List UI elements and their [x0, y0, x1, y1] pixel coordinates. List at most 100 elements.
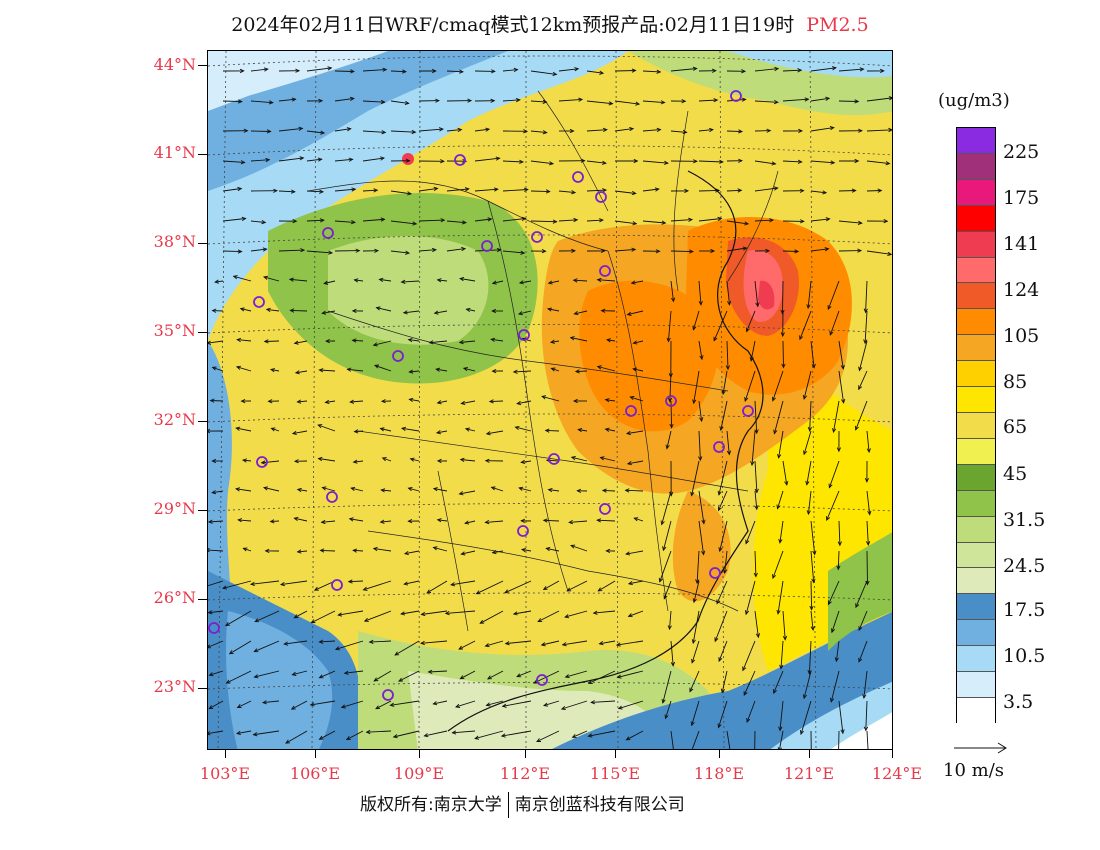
wind-arrowhead: [746, 717, 751, 723]
wind-arrowhead: [436, 278, 442, 283]
wind-arrow: [597, 279, 616, 282]
wind-arrowhead: [799, 730, 804, 736]
station-marker: [548, 453, 560, 465]
colorbar-label: 45: [1003, 463, 1028, 485]
wind-arrow: [719, 520, 728, 552]
wind-arrowhead: [781, 363, 786, 369]
wind-arrowhead: [318, 98, 324, 103]
wind-arrowhead: [771, 161, 777, 166]
wind-arrow: [437, 519, 448, 522]
wind-arrow: [319, 730, 336, 740]
wind-arrowhead: [419, 640, 425, 646]
wind-arrow: [485, 520, 504, 523]
wind-arrow: [295, 370, 308, 374]
wind-arrowhead: [718, 657, 723, 663]
wind-arrowhead: [310, 619, 316, 624]
wind-arrow: [810, 160, 835, 164]
lat-label-38: 38°N: [153, 232, 196, 251]
wind-arrowhead: [317, 456, 323, 462]
wind-arrowhead: [867, 510, 872, 516]
wind-arrowhead: [208, 672, 214, 677]
wind-arrowhead: [337, 612, 343, 617]
wind-arrowhead: [221, 585, 227, 590]
wind-arrowhead: [324, 399, 330, 405]
wind-arrowhead: [569, 336, 575, 341]
wind-arrowhead: [854, 158, 860, 164]
wind-arrowhead: [400, 279, 406, 285]
wind-arrow: [670, 730, 674, 749]
wind-arrow: [810, 127, 834, 132]
wind-arrow: [278, 127, 303, 132]
wind-arrow: [838, 700, 844, 734]
lon-label-103: 103°E: [199, 764, 251, 783]
wind-arrowhead: [617, 705, 623, 710]
wind-arrowhead: [515, 97, 521, 103]
wind-arrowhead: [802, 694, 807, 700]
wind-arrow: [233, 275, 252, 282]
wind-arrowhead: [570, 456, 576, 461]
wind-arrow: [393, 730, 420, 738]
wind-arrow: [807, 280, 812, 309]
wind-arrow: [280, 580, 308, 586]
wind-arrow: [297, 488, 308, 492]
wind-arrow: [502, 160, 524, 163]
wind-arrow: [754, 400, 758, 434]
wind-arrowhead: [701, 550, 706, 556]
wind-arrow: [474, 157, 500, 162]
wind-arrow: [570, 545, 588, 552]
wind-arrow: [566, 580, 588, 592]
wind-arrowhead: [568, 520, 574, 525]
wind-arrow: [394, 640, 420, 656]
station-marker: [536, 674, 548, 686]
wind-arrowhead: [806, 510, 811, 516]
wind-arrow: [242, 459, 252, 462]
wind-arrowhead: [513, 67, 519, 72]
wind-arrow: [390, 250, 410, 254]
wind-arrowhead: [484, 643, 490, 648]
wind-arrowhead: [692, 399, 697, 405]
wind-arrow: [558, 190, 576, 194]
wind-arrow: [445, 610, 476, 614]
wind-arrow: [572, 730, 588, 738]
wind-arrow: [670, 68, 697, 72]
wind-arrow: [810, 340, 815, 368]
wind-arrow: [827, 280, 840, 310]
coastline: [447, 170, 764, 732]
title-variable: PM2.5: [806, 14, 869, 36]
wind-arrowhead: [404, 100, 410, 106]
wind-arrow: [866, 430, 870, 453]
lon-label-118: 118°E: [693, 764, 745, 783]
wind-arrowhead: [299, 156, 305, 161]
wind-arrowhead: [825, 96, 831, 101]
wind-arrowhead: [318, 674, 324, 679]
wind-arrow: [306, 158, 322, 162]
wind-arrowhead: [720, 688, 726, 694]
wind-arrow: [831, 610, 840, 633]
wind-arrowhead: [269, 519, 275, 524]
wind-arrowhead: [495, 156, 501, 161]
wind-arrow: [294, 517, 308, 522]
colorbar-swatch: [957, 412, 995, 439]
wind-arrowhead: [782, 635, 788, 641]
wind-arrow: [588, 670, 616, 684]
wind-arrow: [670, 400, 673, 428]
wind-arrowhead: [664, 714, 669, 720]
wind-arrowhead: [663, 160, 669, 165]
wind-arrowhead: [717, 490, 722, 496]
wind-arrowhead: [545, 547, 551, 552]
wind-arrow: [810, 190, 827, 194]
wind-arrow: [433, 700, 448, 705]
wind-arrowhead: [279, 582, 285, 587]
wind-arrow: [600, 457, 616, 462]
wind-arrow: [335, 640, 364, 650]
wind-arrow: [250, 68, 268, 72]
wind-arrowhead: [252, 732, 258, 737]
wind-arrow: [754, 219, 774, 222]
wind-arrowhead: [435, 367, 441, 372]
wind-arrow: [662, 670, 672, 704]
wind-arrow: [545, 429, 560, 432]
wind-arrow: [838, 68, 864, 72]
station-marker: [625, 405, 637, 417]
wind-arrow: [318, 424, 336, 432]
wind-arrow: [460, 670, 476, 680]
